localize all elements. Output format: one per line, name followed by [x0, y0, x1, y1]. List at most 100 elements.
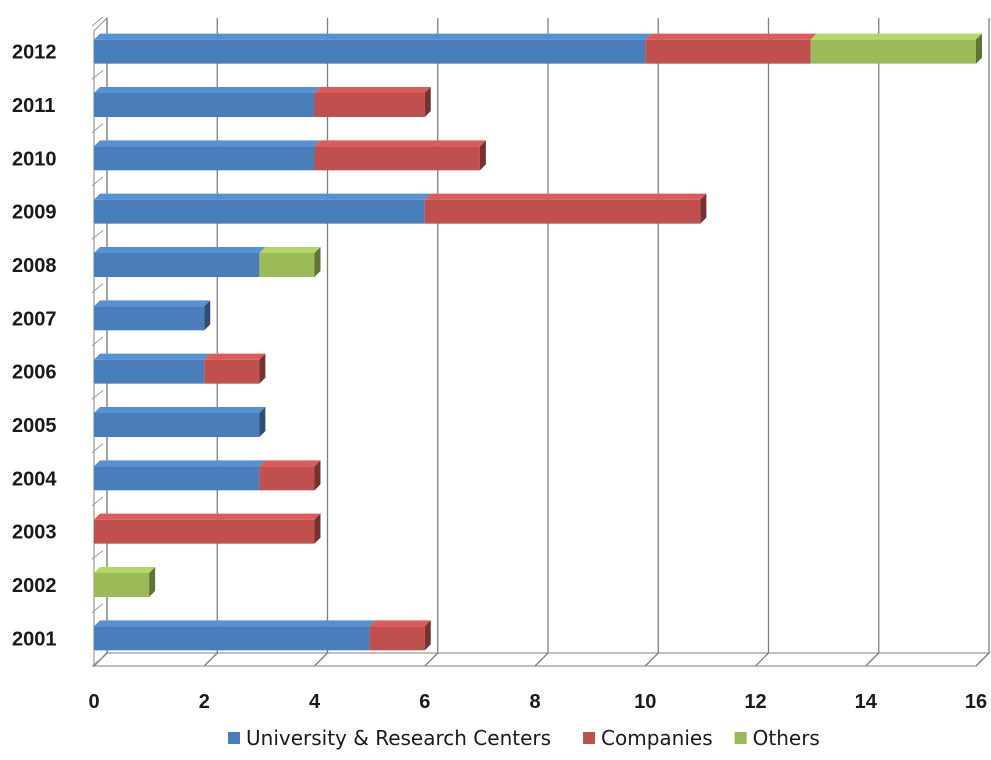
- legend-label: University & Research Centers: [246, 726, 551, 750]
- y-tick-mark: [91, 176, 104, 187]
- bar-companies: [204, 359, 260, 384]
- bar-companies: [424, 199, 701, 224]
- bar-university-research-centers: [94, 146, 315, 171]
- y-tick-mark: [91, 69, 104, 80]
- bar-top: [94, 353, 211, 360]
- bar-end: [700, 193, 707, 224]
- bar-top: [94, 460, 266, 467]
- legend-swatch: [734, 732, 747, 744]
- y-tick-label: 2006: [12, 362, 57, 384]
- bar-top: [94, 300, 211, 307]
- bar-university-research-centers: [94, 199, 425, 224]
- bars: [94, 33, 982, 651]
- legend-item: University & Research Centers: [228, 726, 551, 750]
- y-tick-mark: [91, 123, 104, 134]
- bar-end: [204, 300, 211, 331]
- bar-end: [314, 513, 321, 544]
- bar-top: [645, 33, 817, 40]
- y-tick-label: 2011: [12, 95, 55, 117]
- bar-top: [94, 407, 266, 413]
- gridlines: [91, 16, 990, 667]
- y-tick-mark: [91, 336, 104, 347]
- y-tick-label: 2008: [12, 255, 57, 277]
- bar-others: [94, 573, 150, 597]
- bar-top: [204, 353, 266, 360]
- gridline-floor: [314, 652, 328, 667]
- y-tick-mark: [91, 389, 104, 400]
- bar-companies: [645, 39, 811, 64]
- bar-end: [424, 620, 431, 651]
- bar-companies: [314, 93, 425, 117]
- bar-top: [314, 140, 486, 147]
- x-tick-labels: 0 2 4 6 8 10 12 14 16: [88, 691, 987, 713]
- y-tick-label: 2012: [12, 42, 57, 64]
- bar-end: [314, 247, 321, 277]
- bar-end: [424, 87, 431, 117]
- y-tick-labels: 2001 2002 2003 2004 2005 2006 2007 2008 2009 2010…: [12, 42, 57, 651]
- bar-top: [94, 513, 321, 520]
- legend-swatch: [228, 732, 240, 744]
- bar-end: [976, 33, 982, 64]
- y-tick-label: 2003: [12, 522, 57, 544]
- y-tick-mark: [91, 16, 104, 27]
- x-tick-label: 12: [744, 691, 766, 713]
- bar-university-research-centers: [94, 93, 315, 117]
- bar-top: [259, 247, 321, 253]
- y-tick-mark: [91, 443, 104, 454]
- x-tick-label: 16: [965, 691, 987, 713]
- gridline-floor: [203, 652, 218, 667]
- y-tick-mark: [91, 656, 104, 667]
- y-tick-mark: [91, 549, 104, 560]
- gridline-floor: [975, 652, 990, 667]
- bar-top: [94, 567, 156, 573]
- bar-companies: [259, 466, 315, 491]
- bar-top: [94, 620, 376, 627]
- gridline-floor: [424, 652, 439, 667]
- bar-end: [259, 353, 266, 384]
- gridline-floor: [534, 652, 549, 667]
- legend-label: Companies: [601, 726, 713, 750]
- bar-university-research-centers: [94, 413, 260, 437]
- bar-top: [94, 140, 321, 147]
- bar-university-research-centers: [94, 466, 260, 491]
- bar-top: [314, 87, 431, 93]
- bar-top: [94, 193, 431, 200]
- bar-university-research-centers: [94, 306, 205, 331]
- legend-item: Others: [734, 726, 820, 750]
- bar-top: [424, 193, 707, 200]
- y-tick-mark: [91, 283, 104, 294]
- bar-end: [479, 140, 486, 171]
- legend-item: Companies: [583, 726, 713, 750]
- bar-top: [94, 87, 321, 93]
- bar-companies: [314, 146, 480, 171]
- y-tick-label: 2002: [12, 575, 57, 597]
- y-tick-label: 2004: [12, 468, 57, 490]
- legend-swatch: [583, 732, 596, 744]
- bar-top: [94, 247, 266, 253]
- y-tick-label: 2009: [12, 202, 57, 224]
- legend-label: Others: [753, 726, 820, 750]
- x-tick-label: 0: [88, 691, 99, 713]
- gridline-floor: [644, 652, 659, 667]
- x-tick-label: 10: [634, 691, 656, 713]
- bar-end: [259, 407, 266, 437]
- bar-others: [810, 39, 976, 64]
- x-tick-label: 4: [309, 691, 321, 713]
- gridline-floor: [865, 652, 880, 667]
- bar-top: [259, 460, 321, 467]
- x-tick-label: 14: [855, 691, 878, 713]
- bar-top: [810, 33, 982, 40]
- x-tick-label: 8: [529, 691, 540, 713]
- bar-companies: [369, 626, 425, 651]
- bar-university-research-centers: [94, 359, 205, 384]
- bar-top: [94, 33, 652, 40]
- bar-university-research-centers: [94, 253, 260, 277]
- legend: University & Research Centers Companies Ot…: [228, 726, 820, 750]
- bar-companies: [94, 519, 315, 544]
- gridline-floor: [755, 652, 769, 667]
- bar-end: [314, 460, 321, 491]
- x-tick-label: 6: [419, 691, 430, 713]
- y-tick-label: 2005: [12, 415, 57, 437]
